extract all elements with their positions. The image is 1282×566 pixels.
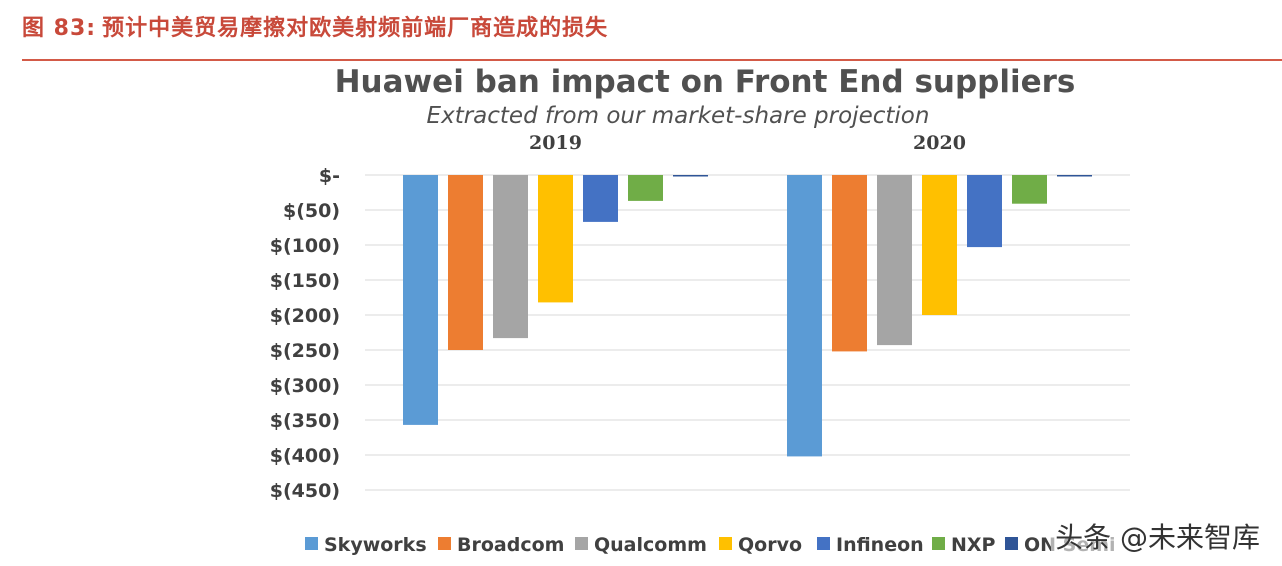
bar-nxp — [628, 175, 663, 201]
legend-swatch — [1005, 537, 1018, 550]
chart-subtitle: Extracted from our market-share projecti… — [426, 103, 930, 129]
legend-swatch — [719, 537, 732, 550]
y-tick-label: $(300) — [270, 375, 340, 397]
category-label: 2019 — [529, 132, 582, 154]
y-tick-label: $(250) — [270, 340, 340, 362]
legend-swatch — [932, 537, 945, 550]
figure-number: 图 83: — [22, 16, 97, 41]
bar-skyworks — [787, 175, 822, 457]
bar-nxp — [1012, 175, 1047, 204]
legend-label: NXP — [951, 534, 996, 556]
y-tick-label: $(400) — [270, 445, 340, 467]
bar-skyworks — [403, 175, 438, 425]
bar-qualcomm — [493, 175, 528, 339]
y-tick-label: $(150) — [270, 270, 340, 292]
watermark: 头条 @未来智库 — [1051, 516, 1264, 556]
legend-label: Qualcomm — [594, 534, 707, 556]
legend-swatch — [305, 537, 318, 550]
header-divider — [22, 59, 1282, 61]
y-tick-label: $(100) — [270, 235, 340, 257]
y-tick-label: $(50) — [283, 200, 340, 222]
bar-on-semi — [673, 175, 708, 177]
y-tick-label: $(350) — [270, 410, 340, 432]
bar-on-semi — [1057, 175, 1092, 177]
y-tick-label: $(200) — [270, 305, 340, 327]
y-tick-label: $- — [319, 165, 340, 187]
bar-broadcom — [832, 175, 867, 352]
legend-label: Broadcom — [457, 534, 564, 556]
figure-header: 图 83: 预计中美贸易摩擦对欧美射频前端厂商造成的损失 — [22, 10, 1272, 42]
bar-qorvo — [922, 175, 957, 315]
y-tick-label: $(450) — [270, 480, 340, 502]
bar-qorvo — [538, 175, 573, 303]
legend-label: Qorvo — [738, 534, 802, 556]
category-label: 2020 — [913, 132, 966, 154]
chart-title: Huawei ban impact on Front End suppliers — [334, 64, 1076, 100]
legend-swatch — [575, 537, 588, 550]
legend-label: Infineon — [836, 534, 924, 556]
legend-swatch — [438, 537, 451, 550]
bar-infineon — [967, 175, 1002, 248]
bar-broadcom — [448, 175, 483, 350]
bar-infineon — [583, 175, 618, 222]
bar-qualcomm — [877, 175, 912, 346]
legend-swatch — [817, 537, 830, 550]
legend-label: Skyworks — [324, 534, 427, 556]
figure-caption: 预计中美贸易摩擦对欧美射频前端厂商造成的损失 — [102, 16, 609, 41]
